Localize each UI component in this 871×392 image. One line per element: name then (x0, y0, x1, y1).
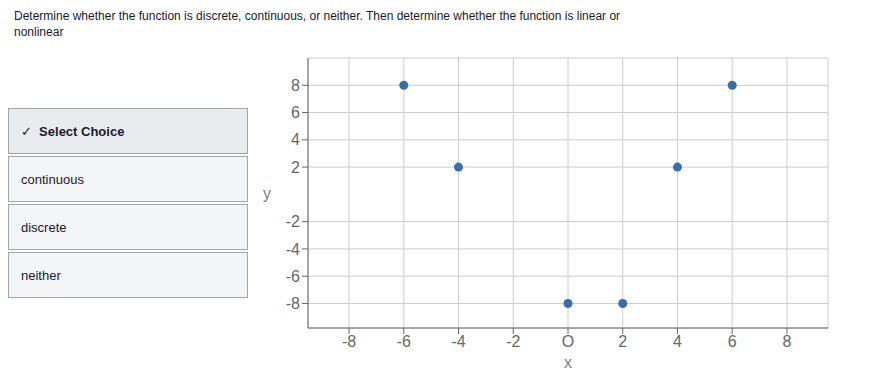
svg-text:8: 8 (782, 333, 791, 350)
html-text:neither: neither (21, 267, 61, 283)
svg-text:-2: -2 (286, 213, 300, 230)
html-text:nonlinear: nonlinear (14, 25, 64, 39)
svg-text:6: 6 (291, 104, 300, 121)
html-text:continuous: continuous (21, 171, 84, 187)
svg-text:-6: -6 (397, 333, 411, 350)
svg-text:O: O (562, 333, 574, 350)
svg-text:4: 4 (291, 131, 300, 148)
svg-text:-2: -2 (506, 333, 520, 350)
html-text:Determine whether the function: Determine whether the function is discre… (14, 9, 621, 23)
svg-text:4: 4 (673, 333, 682, 350)
svg-text:8: 8 (291, 77, 300, 94)
svg-text:-8: -8 (286, 295, 300, 312)
html-text:discrete: discrete (21, 219, 67, 235)
svg-text:-4: -4 (286, 241, 300, 258)
svg-text:-4: -4 (451, 333, 465, 350)
svg-text:6: 6 (728, 333, 737, 350)
svg-text:2: 2 (618, 333, 627, 350)
svg-text:2: 2 (291, 159, 300, 176)
svg-text:-6: -6 (286, 268, 300, 285)
svg-text:-8: -8 (342, 333, 356, 350)
svg-text:x: x (564, 354, 572, 371)
svg-text:y: y (263, 185, 271, 202)
html-text:✓ Select Choice: ✓ Select Choice (21, 123, 125, 139)
